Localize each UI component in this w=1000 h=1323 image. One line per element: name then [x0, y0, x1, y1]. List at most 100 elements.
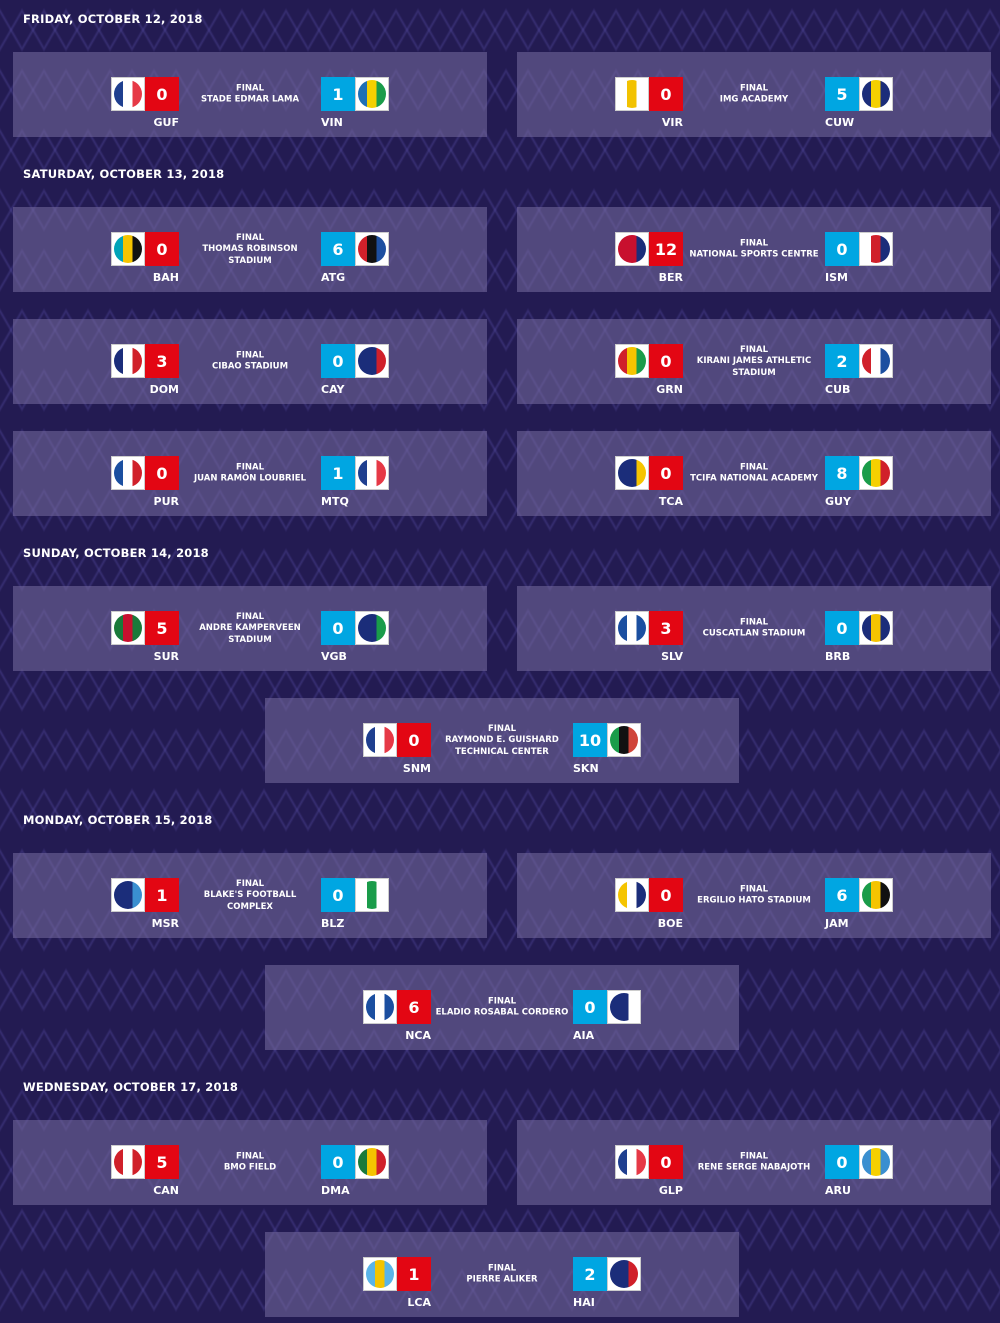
venue-name: KIRANI JAMES ATHLETIC STADIUM — [696, 355, 812, 378]
home-score: 0 — [397, 723, 431, 757]
venue-name: CIBAO STADIUM — [211, 361, 289, 372]
away-team-code[interactable]: CUW — [825, 116, 855, 129]
venue-name: NATIONAL SPORTS CENTRE — [689, 249, 819, 260]
home-score: 6 — [397, 990, 431, 1024]
home-team-code[interactable]: SUR — [153, 650, 179, 663]
match-info: FINAL IMG ACADEMY — [684, 83, 824, 106]
flag-circle — [618, 1148, 646, 1176]
home-flag-icon — [111, 456, 145, 490]
away-team-code[interactable]: BRB — [825, 650, 851, 663]
home-team-code[interactable]: GUF — [153, 116, 179, 129]
home-team-code[interactable]: MSR — [151, 917, 179, 930]
match-status: FINAL — [739, 238, 769, 248]
away-score: 10 — [573, 723, 607, 757]
home-team-code[interactable]: CAN — [153, 1184, 179, 1197]
match-card[interactable]: 1 2 LCA HAI FINAL PIERRE ALIKER — [265, 1232, 739, 1317]
match-status: FINAL — [235, 462, 265, 472]
match-status: FINAL — [739, 462, 769, 472]
home-flag-icon — [615, 456, 649, 490]
home-score: 1 — [145, 878, 179, 912]
away-score: 0 — [825, 232, 859, 266]
away-team-code[interactable]: VIN — [321, 116, 343, 129]
venue-name: BLAKE'S FOOTBALL COMPLEX — [203, 889, 297, 912]
away-team-code[interactable]: BLZ — [321, 917, 345, 930]
away-score: 1 — [321, 77, 355, 111]
away-team-code[interactable]: CUB — [825, 383, 851, 396]
home-team-code[interactable]: GRN — [656, 383, 683, 396]
away-team-code[interactable]: CAY — [321, 383, 345, 396]
home-team-code[interactable]: SNM — [402, 762, 431, 775]
home-score: 0 — [145, 77, 179, 111]
away-flag-icon — [607, 1257, 641, 1291]
flag-circle — [358, 881, 386, 909]
home-score: 0 — [649, 878, 683, 912]
flag-circle — [358, 1148, 386, 1176]
match-card[interactable]: 0 6 BOE JAM FINAL ERGILIO HATO STADIUM — [517, 853, 991, 938]
away-team-code[interactable]: MTQ — [321, 495, 349, 508]
flag-circle — [862, 1148, 890, 1176]
match-info: FINAL JUAN RAMÓN LOUBRIEL — [180, 462, 320, 485]
away-score: 2 — [573, 1257, 607, 1291]
match-card[interactable]: 0 1 PUR MTQ FINAL JUAN RAMÓN LOUBRIEL — [13, 431, 487, 516]
match-card[interactable]: 3 0 SLV BRB FINAL CUSCATLAN STADIUM — [517, 586, 991, 671]
venue-name: JUAN RAMÓN LOUBRIEL — [194, 473, 306, 484]
match-card[interactable]: 0 5 VIR CUW FINAL IMG ACADEMY — [517, 52, 991, 137]
home-team-code[interactable]: VIR — [661, 116, 683, 129]
match-card[interactable]: 3 0 DOM CAY FINAL CIBAO STADIUM — [13, 319, 487, 404]
match-card[interactable]: 6 0 NCA AIA FINAL ELADIO ROSABAL CORDERO — [265, 965, 739, 1050]
home-flag-icon — [363, 723, 397, 757]
home-score: 12 — [649, 232, 683, 266]
venue-name: ERGILIO HATO STADIUM — [697, 895, 811, 906]
home-team-code[interactable]: DOM — [149, 383, 179, 396]
venue-name: RENE SERGE NABAJOTH — [697, 1162, 811, 1173]
away-team-code[interactable]: AIA — [573, 1029, 595, 1042]
away-team-code[interactable]: SKN — [573, 762, 599, 775]
home-team-code[interactable]: TCA — [658, 495, 683, 508]
match-card[interactable]: 0 10 SNM SKN FINAL RAYMOND E. GUISHARD TECHNI… — [265, 698, 739, 783]
match-card[interactable]: 0 8 TCA GUY FINAL TCIFA NATIONAL ACADEMY — [517, 431, 991, 516]
home-team-code[interactable]: PUR — [153, 495, 179, 508]
home-flag-icon — [111, 878, 145, 912]
away-team-code[interactable]: JAM — [825, 917, 849, 930]
flag-circle — [358, 235, 386, 263]
home-team-code[interactable]: BOE — [657, 917, 683, 930]
away-team-code[interactable]: DMA — [321, 1184, 350, 1197]
match-info: FINAL BLAKE'S FOOTBALL COMPLEX — [180, 878, 320, 913]
away-team-code[interactable]: GUY — [825, 495, 851, 508]
home-team-code[interactable]: NCA — [405, 1029, 431, 1042]
home-team-code[interactable]: BAH — [152, 271, 179, 284]
flag-circle — [618, 459, 646, 487]
match-card[interactable]: 12 0 BER ISM FINAL NATIONAL SPORTS CENTRE — [517, 207, 991, 292]
match-info: FINAL RAYMOND E. GUISHARD TECHNICAL CENTE… — [432, 723, 572, 758]
flag-circle — [114, 347, 142, 375]
away-team-code[interactable]: VGB — [321, 650, 347, 663]
home-team-code[interactable]: BER — [658, 271, 683, 284]
match-status: FINAL — [235, 232, 265, 243]
away-flag-icon — [355, 611, 389, 645]
home-team-code[interactable]: GLP — [658, 1184, 683, 1197]
away-flag-icon — [355, 456, 389, 490]
away-score: 6 — [825, 878, 859, 912]
away-team-code[interactable]: ATG — [321, 271, 346, 284]
away-team-code[interactable]: HAI — [573, 1296, 595, 1309]
away-team-code[interactable]: ISM — [825, 271, 848, 284]
match-card[interactable]: 1 0 MSR BLZ FINAL BLAKE'S FOOTBALL COMPLEX — [13, 853, 487, 938]
home-team-code[interactable]: SLV — [661, 650, 683, 663]
match-card[interactable]: 0 6 BAH ATG FINAL THOMAS ROBINSON STADIUM — [13, 207, 487, 292]
away-team-code[interactable]: ARU — [825, 1184, 851, 1197]
match-card[interactable]: 5 0 SUR VGB FINAL ANDRE KAMPERVEEN STADIUM — [13, 586, 487, 671]
match-card[interactable]: 5 0 CAN DMA FINAL BMO FIELD — [13, 1120, 487, 1205]
venue-name: IMG ACADEMY — [719, 94, 789, 105]
flag-circle — [618, 235, 646, 263]
flag-circle — [862, 347, 890, 375]
match-card[interactable]: 0 1 GUF VIN FINAL STADE EDMAR LAMA — [13, 52, 487, 137]
home-team-code[interactable]: LCA — [407, 1296, 431, 1309]
match-info: FINAL TCIFA NATIONAL ACADEMY — [684, 462, 824, 485]
match-card[interactable]: 0 2 GRN CUB FINAL KIRANI JAMES ATHLETIC STADI… — [517, 319, 991, 404]
away-score: 1 — [321, 456, 355, 490]
away-flag-icon — [859, 1145, 893, 1179]
away-flag-icon — [859, 232, 893, 266]
venue-name: CUSCATLAN STADIUM — [702, 628, 806, 639]
match-card[interactable]: 0 0 GLP ARU FINAL RENE SERGE NABAJOTH — [517, 1120, 991, 1205]
home-flag-icon — [111, 1145, 145, 1179]
